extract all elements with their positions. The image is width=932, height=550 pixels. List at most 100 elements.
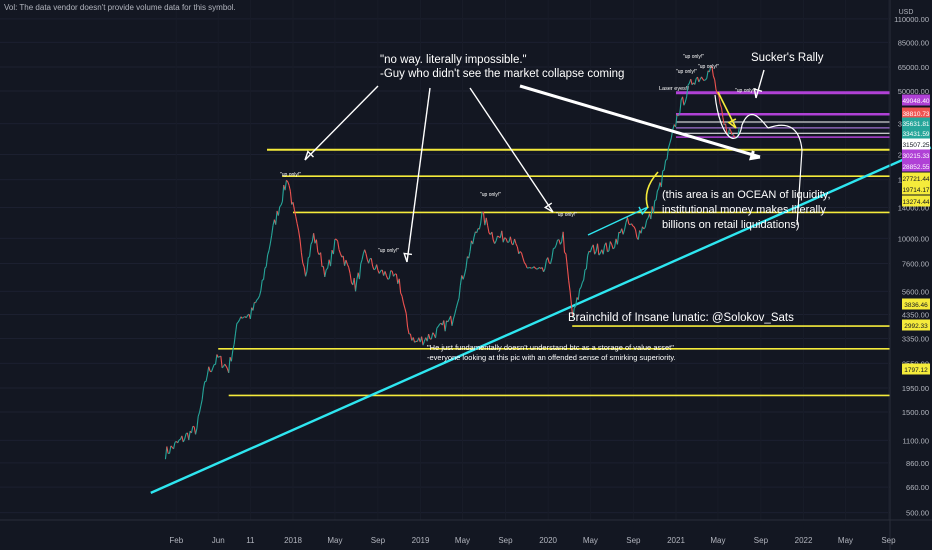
price-segment: [177, 439, 180, 444]
price-segment: [401, 295, 404, 304]
price-segment: [335, 239, 339, 242]
ocean-line-3: billions on retail liquidations): [662, 219, 800, 231]
price-segment: [388, 270, 392, 279]
quote-arrow-2-head: [403, 252, 413, 263]
price-segment: [217, 356, 220, 358]
price-segment: [720, 107, 724, 118]
up-only-label: "up only!": [698, 64, 719, 70]
price-segment: [307, 256, 310, 259]
y-tick-label: 65000.00: [898, 63, 929, 72]
price-segment: [544, 260, 547, 269]
y-tick-label: 860.00: [906, 459, 929, 468]
price-segment: [240, 316, 243, 319]
price-segment: [614, 238, 617, 248]
x-axis: Feb Jun 11 2018 May Sep 2019 May Sep 2020 May Sep 20…: [0, 519, 932, 545]
price-segment: [405, 313, 409, 328]
price-segment: [569, 291, 573, 306]
price-segment: [505, 238, 509, 243]
price-segment: [631, 223, 634, 227]
price-segment: [459, 275, 463, 286]
price-segment: [712, 75, 716, 81]
price-segment: [572, 307, 575, 319]
price-segment: [525, 264, 528, 269]
price-segment: [174, 440, 177, 443]
price-segment: [534, 267, 538, 270]
price-segment: [624, 222, 627, 230]
price-segment: [402, 302, 406, 309]
price-segment: [256, 298, 259, 301]
price-segment: [368, 258, 371, 264]
price-segment: [293, 209, 297, 217]
price-segment: [355, 279, 358, 292]
rally-arrow-yellow-head: [727, 118, 737, 129]
price-segment: [166, 446, 169, 454]
price-segment: [168, 445, 172, 454]
price-segment: [562, 231, 566, 253]
price-segment: [228, 357, 231, 373]
price-segment: [465, 256, 468, 269]
price-segment: [404, 307, 407, 314]
price-segment: [687, 82, 690, 86]
price-segment: [543, 268, 546, 273]
ocean-swoosh: [645, 171, 659, 209]
price-tag-bg: [902, 107, 930, 119]
price-segment: [296, 223, 300, 231]
price-segment: [464, 267, 467, 275]
price-segment: [575, 297, 578, 307]
price-segment: [197, 412, 201, 417]
price-segment: [583, 269, 586, 281]
price-segment: [729, 128, 732, 132]
y-tick-label: 110000.00: [894, 15, 929, 24]
price-segment: [284, 180, 287, 191]
x-tick-label: May: [583, 536, 598, 545]
price-segment: [178, 438, 181, 441]
price-segment: [626, 217, 630, 225]
price-segment: [170, 445, 173, 448]
price-segment: [725, 123, 728, 134]
rally-arrow: [755, 69, 765, 99]
price-segment: [605, 242, 608, 252]
y-tick-label: 7600.00: [902, 259, 929, 268]
price-segment: [264, 266, 267, 269]
price-segment: [701, 76, 704, 80]
price-segment: [730, 130, 733, 135]
price-segment: [385, 275, 389, 280]
y-tick-label: 14000.00: [898, 204, 929, 213]
y-tick-label: 4350.00: [902, 311, 929, 320]
up-only-label: "up only!": [480, 192, 501, 198]
price-segment: [696, 76, 700, 83]
laser-eyes-label: Laser eyes!!: [659, 86, 689, 92]
x-tick-label: 2018: [284, 536, 302, 545]
price-segment: [450, 315, 453, 326]
price-segment: [662, 169, 665, 172]
price-segment: [196, 416, 199, 429]
price-segment: [305, 271, 308, 277]
price-segment: [252, 302, 255, 311]
price-segment: [472, 236, 475, 245]
price-segment: [722, 117, 725, 126]
price-segment: [360, 259, 363, 265]
price-segment: [598, 252, 601, 256]
suckers-rally-label: Sucker's Rally: [751, 52, 824, 64]
price-segment: [364, 249, 367, 254]
price-segment: [635, 229, 638, 238]
price-segment: [190, 426, 194, 434]
price-segment: [384, 271, 387, 276]
price-segment: [663, 160, 667, 171]
price-tag-bg: [902, 319, 930, 331]
x-tick-label: 2021: [667, 536, 685, 545]
quote-arrow-2: [406, 87, 431, 263]
price-tag-bg: [902, 160, 930, 172]
price-segment: [295, 216, 298, 224]
price-segment: [566, 266, 570, 281]
price-segment: [607, 250, 610, 253]
y-axis: 110000.0085000.0065000.0050000.0035000.0…: [889, 0, 929, 550]
price-segment: [690, 78, 693, 85]
price-segment: [184, 433, 187, 440]
price-segment: [706, 70, 709, 79]
price-segment: [581, 279, 585, 283]
price-segment: [430, 332, 434, 340]
price-segment: [612, 247, 615, 250]
price-segment: [660, 170, 664, 188]
